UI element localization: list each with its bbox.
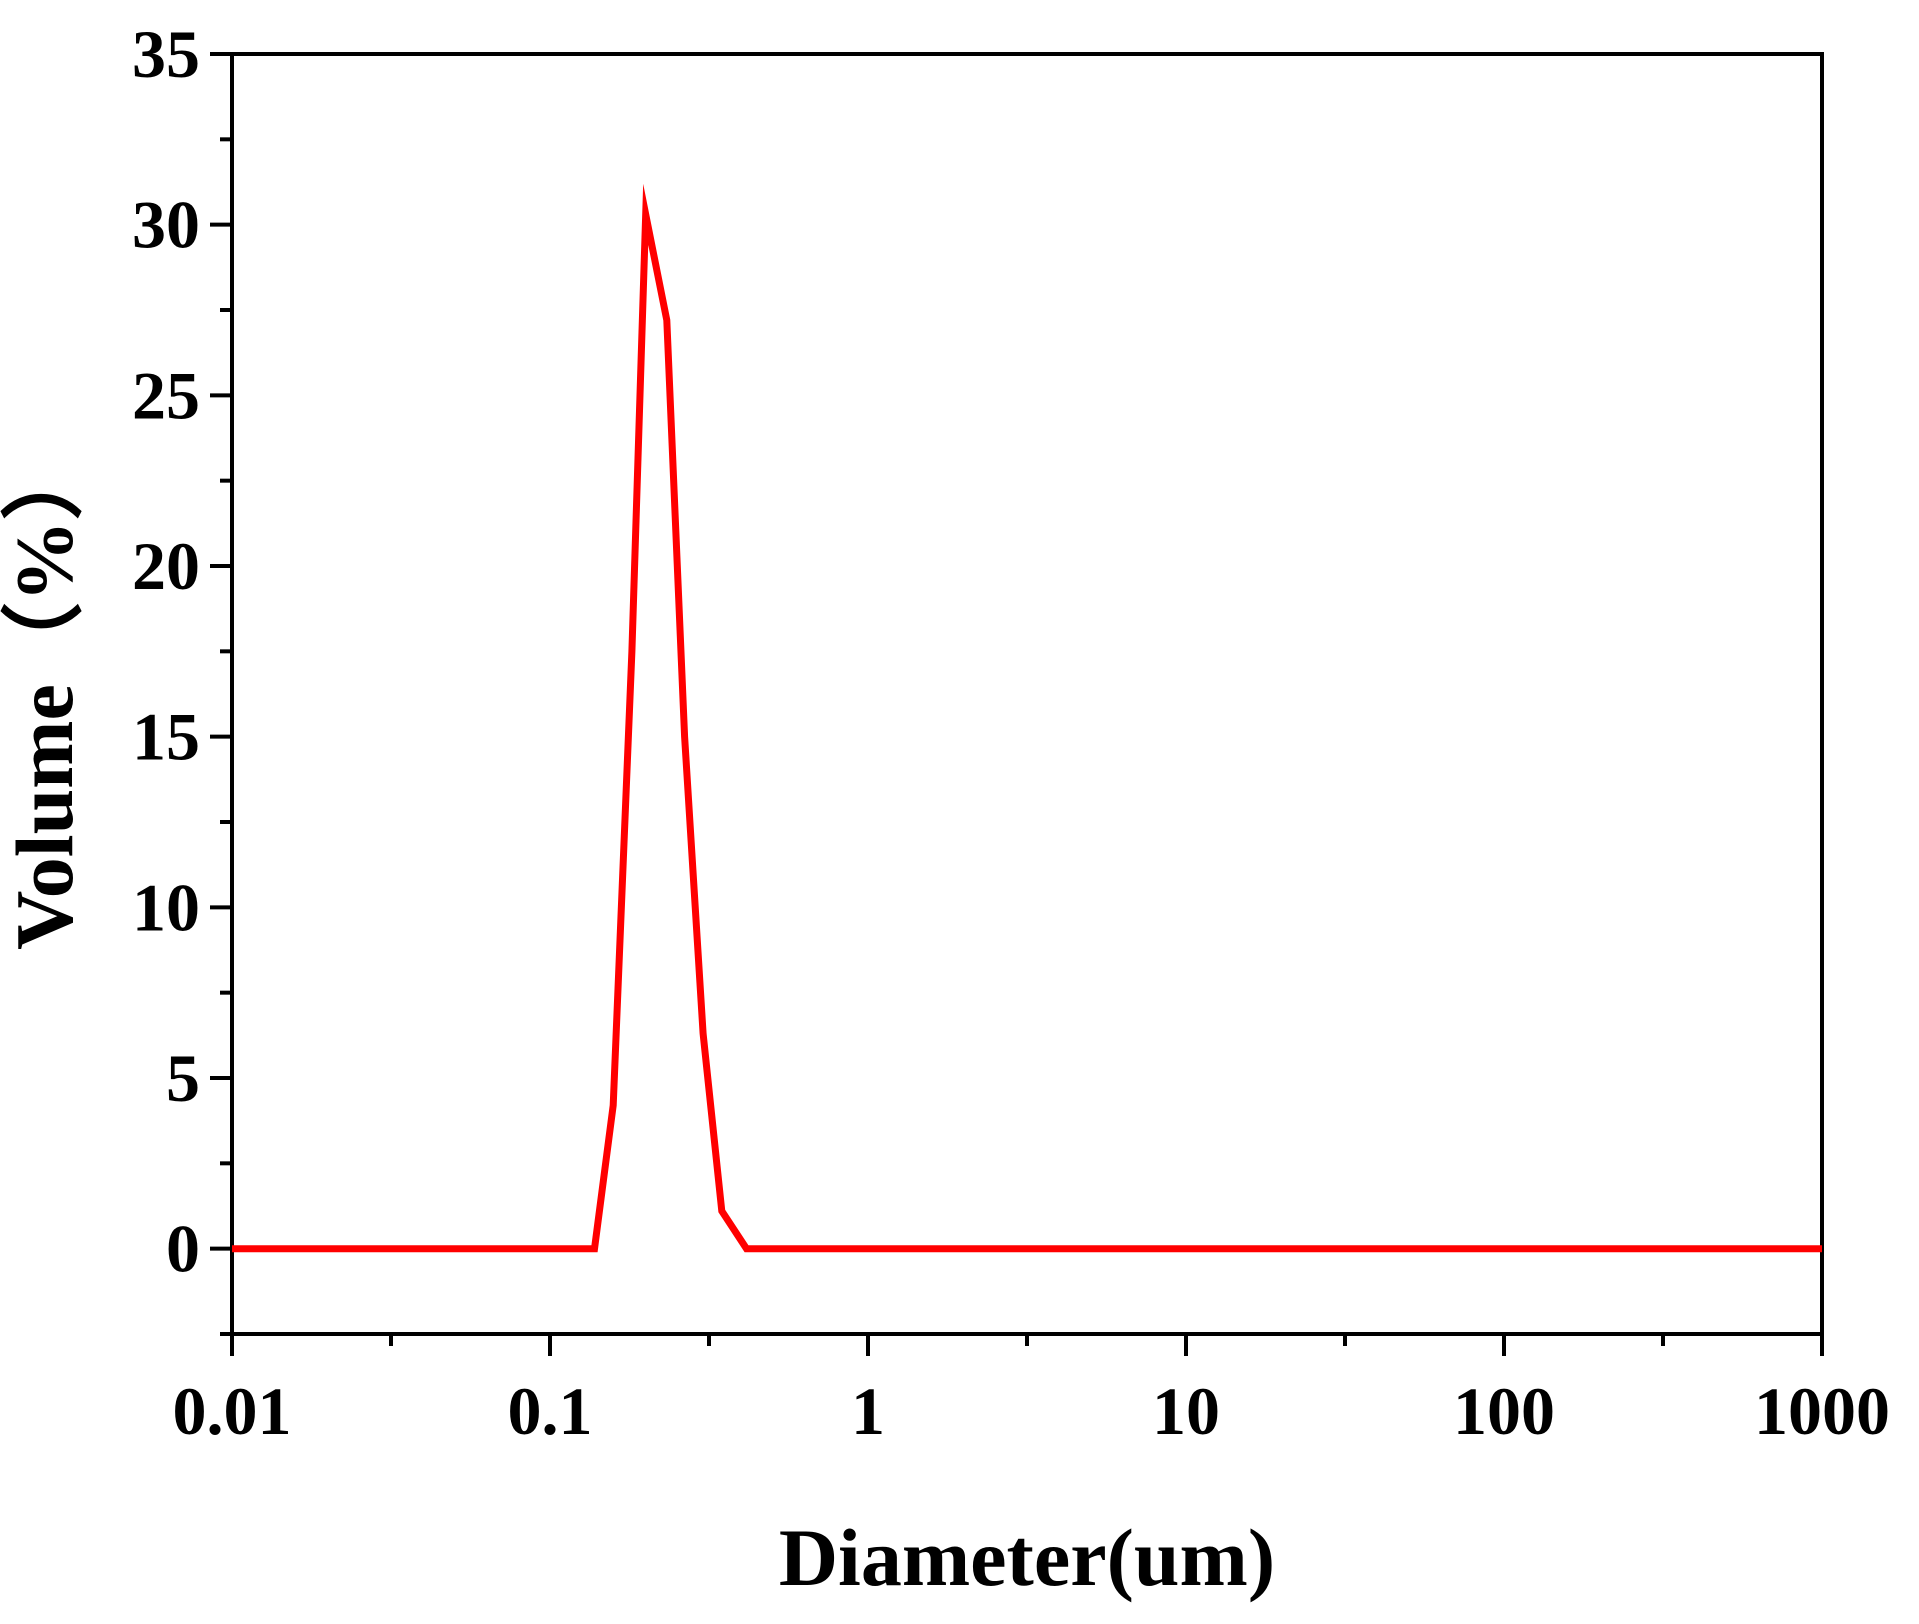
y-tick-label: 0: [166, 1211, 200, 1287]
y-tick-label: 30: [132, 187, 200, 263]
series-line-0: [232, 183, 1822, 1253]
x-tick-label: 0.1: [508, 1373, 593, 1449]
x-tick-label: 0.01: [173, 1373, 292, 1449]
y-tick-label: 5: [166, 1040, 200, 1116]
x-tick-label: 1: [851, 1373, 885, 1449]
y-axis-ticks: 0 5 10 15 20 25 30 35: [132, 16, 232, 1336]
plot-frame: [230, 52, 1824, 1336]
x-tick-label: 100: [1453, 1373, 1555, 1449]
x-axis-title: Diameter(um): [779, 1512, 1275, 1603]
y-tick-label: 35: [132, 16, 200, 92]
y-tick-label: 25: [132, 357, 200, 433]
series-layer: [232, 183, 1822, 1253]
x-tick-label: 10: [1152, 1373, 1220, 1449]
x-axis-ticks: 0.01 0.1 1 10 100 1000: [173, 1334, 1890, 1449]
x-tick-label: 1000: [1754, 1373, 1890, 1449]
y-tick-label: 20: [132, 528, 200, 604]
y-axis-title: Volume（%）: [0, 438, 90, 950]
y-tick-label: 10: [132, 869, 200, 945]
y-tick-label: 15: [132, 699, 200, 775]
